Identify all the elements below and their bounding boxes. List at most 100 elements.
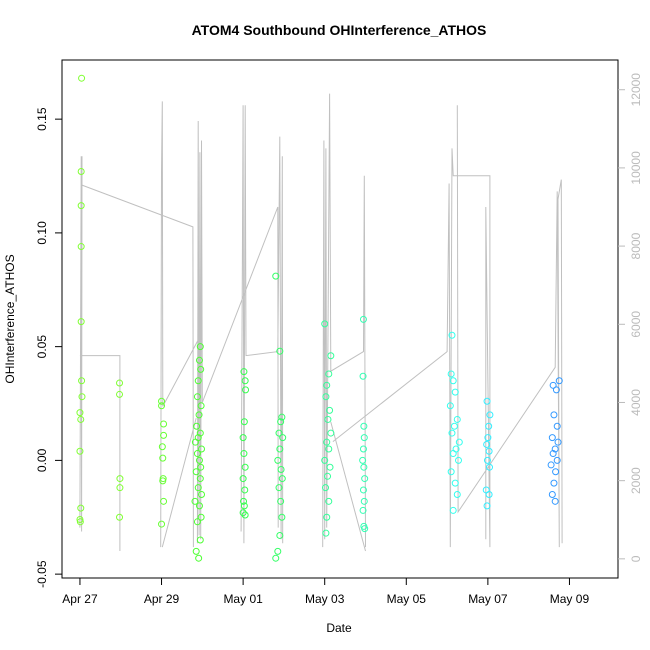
- point: [323, 513, 331, 521]
- point: [272, 272, 280, 280]
- point: [483, 440, 491, 448]
- y-tick-label: 0.05: [35, 335, 49, 359]
- y-axis-label: OHInterference_ATHOS: [3, 254, 17, 383]
- point: [486, 463, 494, 471]
- point: [195, 456, 203, 464]
- point: [485, 491, 493, 499]
- point: [548, 434, 556, 442]
- point: [322, 529, 330, 537]
- point: [276, 531, 284, 539]
- point: [449, 377, 457, 385]
- point: [196, 343, 204, 351]
- point: [241, 463, 249, 471]
- point: [197, 402, 205, 410]
- point: [455, 456, 463, 464]
- point: [483, 502, 491, 510]
- point: [192, 547, 200, 555]
- y2-tick-label: 12000: [629, 73, 643, 107]
- y-tick-label: -0.05: [35, 560, 49, 588]
- point: [550, 479, 558, 487]
- point: [276, 445, 284, 453]
- point: [325, 497, 333, 505]
- point: [240, 368, 248, 376]
- point: [160, 431, 168, 439]
- point: [76, 447, 84, 455]
- y2-tick-label: 4000: [629, 389, 643, 416]
- point: [485, 422, 493, 430]
- x-tick-label: May 09: [550, 592, 590, 606]
- point: [195, 554, 203, 562]
- point: [78, 393, 86, 401]
- point: [552, 468, 560, 476]
- point: [359, 445, 367, 453]
- point: [277, 465, 285, 473]
- point: [483, 456, 491, 464]
- point: [486, 411, 494, 419]
- point: [116, 390, 124, 398]
- point: [76, 518, 84, 526]
- point: [360, 463, 368, 471]
- altitude-line: [79, 93, 563, 552]
- point: [446, 402, 454, 410]
- point: [194, 484, 202, 492]
- point: [275, 429, 283, 437]
- point: [549, 381, 557, 389]
- point: [198, 445, 206, 453]
- x-axis-label: Date: [326, 621, 352, 635]
- point: [360, 422, 368, 430]
- chart-title: ATOM4 Southbound OHInterference_ATHOS: [192, 22, 487, 38]
- point: [77, 243, 85, 251]
- point: [554, 438, 562, 446]
- point: [326, 463, 334, 471]
- point: [360, 434, 368, 442]
- point: [360, 497, 368, 505]
- point: [274, 547, 282, 555]
- point: [552, 386, 560, 394]
- point: [447, 370, 455, 378]
- point: [116, 513, 124, 521]
- point: [324, 415, 332, 423]
- point: [325, 445, 333, 453]
- point: [195, 356, 203, 364]
- y-tick-label: 0.00: [35, 448, 49, 472]
- point: [195, 411, 203, 419]
- point: [241, 377, 249, 385]
- point: [240, 418, 248, 426]
- point: [555, 377, 563, 385]
- point: [196, 475, 204, 483]
- point: [547, 461, 555, 469]
- point: [449, 506, 457, 514]
- point: [160, 497, 168, 505]
- point: [453, 491, 461, 499]
- x-tick-label: May 07: [468, 592, 508, 606]
- y2-tick-label: 10000: [629, 151, 643, 185]
- x-tick-label: Apr 27: [62, 592, 98, 606]
- point: [447, 468, 455, 476]
- point: [276, 347, 284, 355]
- point: [194, 377, 202, 385]
- point: [116, 379, 124, 387]
- point: [193, 422, 201, 430]
- y-tick-label: 0.10: [35, 221, 49, 245]
- point: [191, 438, 199, 446]
- point: [158, 402, 166, 410]
- point: [321, 320, 329, 328]
- point: [278, 413, 286, 421]
- point: [553, 422, 561, 430]
- point: [361, 525, 369, 533]
- point: [548, 491, 556, 499]
- point: [321, 456, 329, 464]
- point: [322, 393, 330, 401]
- point: [325, 370, 333, 378]
- point: [159, 477, 167, 485]
- point: [359, 486, 367, 494]
- point: [327, 352, 335, 360]
- point: [76, 409, 84, 417]
- y2-tick-label: 6000: [629, 311, 643, 338]
- point: [77, 202, 85, 210]
- point: [78, 377, 86, 385]
- plot-box: [61, 59, 619, 579]
- point: [451, 388, 459, 396]
- x-tick-label: Apr 29: [144, 592, 180, 606]
- point: [551, 445, 559, 453]
